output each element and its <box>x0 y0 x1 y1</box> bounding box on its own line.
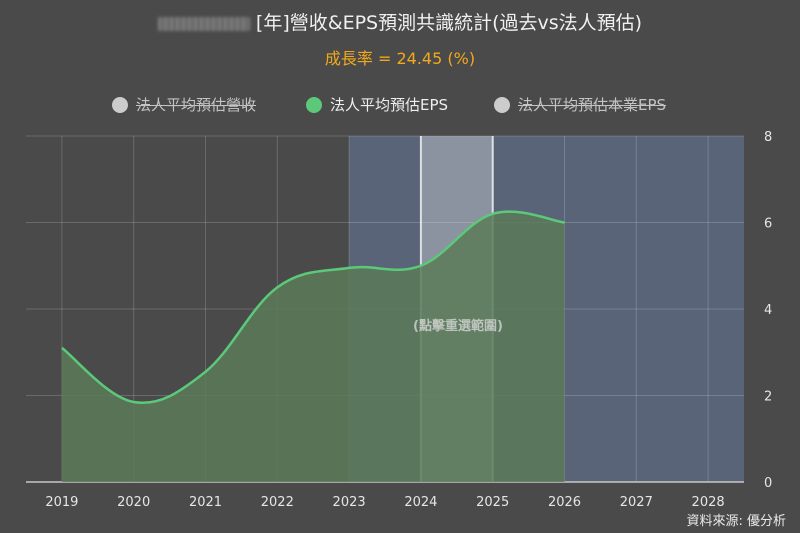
legend-dot-icon <box>112 96 128 113</box>
x-tick-label: 2026 <box>548 495 581 510</box>
growth-rate-text: 成長率 = 24.45 (%) <box>324 49 476 68</box>
selection-hint: (點擊重選範圍) <box>413 318 503 334</box>
eps-point <box>60 346 64 350</box>
y-tick-label: 2 <box>764 390 772 405</box>
eps-point <box>204 370 208 374</box>
x-tick-label: 2027 <box>620 495 653 510</box>
y-tick-label: 6 <box>764 217 772 232</box>
y-tick-label: 0 <box>764 476 772 491</box>
eps-point <box>275 285 279 289</box>
y-tick-label: 4 <box>764 303 772 318</box>
legend-item-core-eps[interactable]: 法人平均預估本業EPS <box>494 94 666 115</box>
x-tick-label: 2022 <box>261 495 294 510</box>
x-tick-label: 2025 <box>476 495 509 510</box>
data-source: 資料來源: 優分析 <box>686 514 786 529</box>
legend-item-revenue[interactable]: 法人平均預估營收 <box>112 94 256 115</box>
chart-title-row: [年]營收&EPS預測共識統計(過去vs法人預估) <box>0 8 800 35</box>
legend-label-eps: 法人平均預估EPS <box>330 96 449 114</box>
blurred-company-name <box>157 16 250 31</box>
legend-label-revenue: 法人平均預估營收 <box>136 96 257 114</box>
legend-dot-icon <box>494 96 510 113</box>
eps-line <box>61 210 565 404</box>
y-tick-label: 8 <box>764 130 772 145</box>
eps-point <box>132 400 136 404</box>
x-tick-label: 2019 <box>45 495 78 510</box>
eps-point <box>419 264 423 268</box>
x-tick-label: 2024 <box>404 495 437 510</box>
legend: 法人平均預估營收 法人平均預估EPS 法人平均預估本業EPS <box>0 94 800 116</box>
x-tick-label: 2028 <box>692 495 725 510</box>
x-tick-label: 2021 <box>189 495 222 510</box>
legend-item-eps[interactable]: 法人平均預估EPS <box>306 94 448 115</box>
eps-point <box>491 212 495 216</box>
legend-label-core-eps: 法人平均預估本業EPS <box>518 96 667 114</box>
legend-dot-icon <box>306 96 322 113</box>
eps-point <box>347 266 351 270</box>
eps-area <box>61 211 565 483</box>
chart-title: [年]營收&EPS預測共識統計(過去vs法人預估) <box>255 12 643 34</box>
x-tick-label: 2023 <box>333 495 366 510</box>
x-tick-label: 2020 <box>117 495 150 510</box>
eps-point <box>563 221 567 225</box>
